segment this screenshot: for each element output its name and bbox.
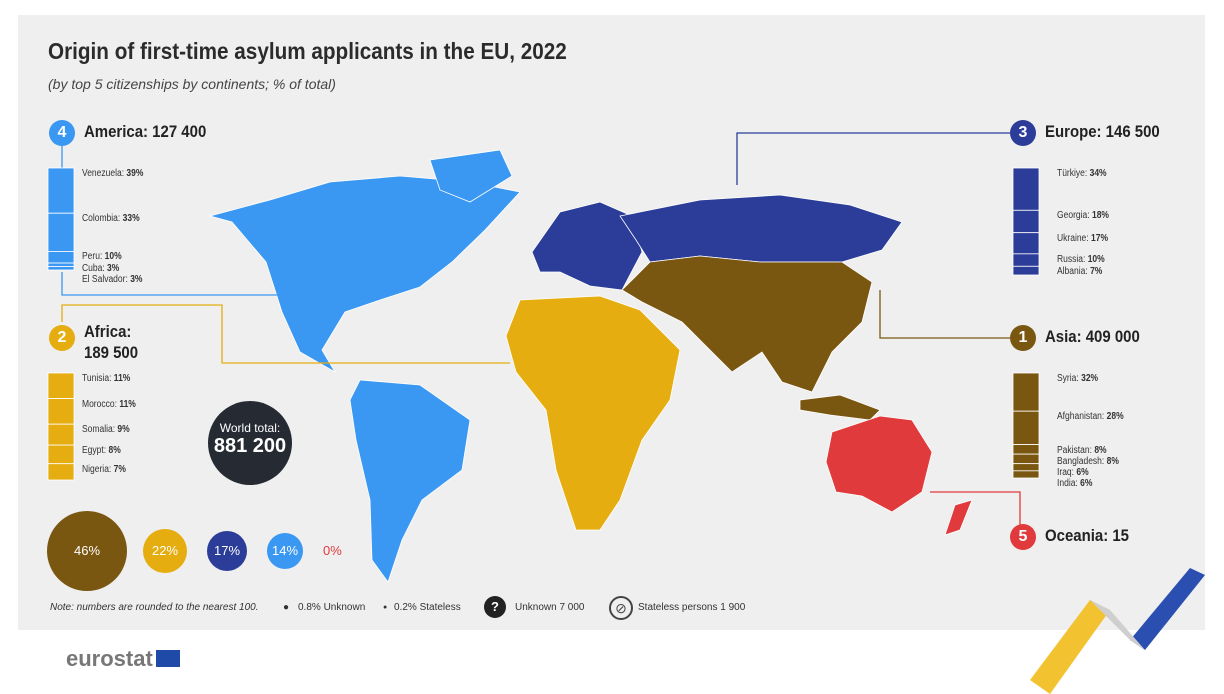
africa-connector — [61, 304, 510, 364]
share-bubble-africa: 22% — [143, 529, 187, 573]
unknown-pct-legend: 0.8% Unknown — [298, 602, 366, 613]
decorative-stripes — [1030, 568, 1205, 694]
country-label: Colombia: 33% — [82, 213, 140, 225]
question-icon: ? — [484, 596, 506, 618]
country-label: Venezuela: 39% — [82, 168, 144, 179]
share-oceania: 0% — [323, 543, 342, 558]
map-south-america — [349, 379, 471, 583]
map-indonesia — [799, 394, 881, 421]
bar-segment-europe — [1012, 265, 1040, 276]
country-label: Ukraine: 17% — [1057, 232, 1109, 244]
share-bubble-europe: 17% — [207, 531, 247, 571]
country-label: Nigeria: 7% — [82, 463, 126, 475]
stateless-pct-legend: 0.2% Stateless — [394, 602, 461, 613]
country-label: Afghanistan: 28% — [1057, 411, 1124, 423]
bar-segment-america — [47, 262, 75, 267]
unknown-legend: Unknown 7 000 — [515, 602, 585, 613]
bar-segment-asia — [1012, 410, 1040, 445]
bar-segment-america — [47, 212, 75, 252]
country-label: Tunisia: 11% — [82, 373, 131, 384]
bar-segment-asia — [1012, 463, 1040, 472]
bar-segment-asia — [1012, 444, 1040, 455]
stateless-legend: Stateless persons 1 900 — [638, 602, 746, 613]
country-label: Albania: 7% — [1057, 266, 1103, 278]
asia-connector — [879, 290, 1010, 339]
map-north-america — [208, 175, 521, 374]
map-greenland — [429, 149, 513, 203]
bar-segment-africa — [47, 444, 75, 465]
dot-small-icon: ● — [383, 604, 388, 611]
asia-heading: Asia: 409 000 — [1045, 327, 1140, 346]
country-label: Türkiye: 34% — [1057, 168, 1107, 179]
country-label: Georgia: 18% — [1057, 210, 1109, 222]
country-label: Pakistan: 8% — [1057, 444, 1107, 456]
country-label: Egypt: 8% — [82, 445, 121, 457]
country-label: Somalia: 9% — [82, 424, 130, 436]
country-label: El Salvador: 3% — [82, 274, 143, 286]
rank-badge-oceania: 5 — [1010, 524, 1036, 550]
map-africa — [505, 295, 681, 531]
africa-value: 189 500 — [84, 343, 139, 362]
country-label: Iraq: 6% — [1057, 466, 1089, 478]
country-label: Morocco: 11% — [82, 398, 136, 410]
map-russia — [619, 194, 903, 263]
rank-badge-asia: 1 — [1010, 325, 1036, 351]
eurostat-logo: eurostat — [66, 646, 180, 672]
footnote: Note: numbers are rounded to the nearest… — [50, 602, 259, 613]
oceania-heading: Oceania: 15 — [1045, 526, 1129, 545]
america-heading: America: 127 400 — [84, 122, 207, 141]
oceania-connector — [930, 491, 1021, 525]
map-new-zealand — [944, 499, 973, 536]
country-label: Peru: 10% — [82, 251, 122, 263]
bar-segment-europe — [1012, 209, 1040, 234]
bar-segment-america — [47, 167, 75, 214]
bar-segment-europe — [1012, 253, 1040, 267]
africa-heading: Africa: — [84, 322, 132, 341]
bar-segment-asia — [1012, 453, 1040, 465]
country-label: India: 6% — [1057, 477, 1093, 489]
map-europe — [531, 201, 643, 291]
country-label: Cuba: 3% — [82, 263, 120, 275]
bar-segment-asia — [1012, 470, 1040, 479]
share-bubble-america: 14% — [267, 533, 303, 569]
map-australia — [825, 415, 933, 513]
bar-segment-africa — [47, 463, 75, 481]
country-label: Syria: 32% — [1057, 373, 1099, 384]
page-title: Origin of first-time asylum applicants i… — [48, 38, 567, 64]
bar-segment-africa — [47, 398, 75, 425]
world-total-label: World total: — [219, 421, 281, 435]
europe-heading: Europe: 146 500 — [1045, 122, 1160, 141]
rank-badge-africa: 2 — [49, 325, 75, 351]
country-label: Bangladesh: 8% — [1057, 455, 1119, 467]
dot-large-icon: ● — [283, 602, 290, 613]
page-subtitle: (by top 5 citizenships by continents; % … — [48, 76, 336, 92]
world-total-badge: World total: 881 200 — [208, 401, 292, 485]
bar-segment-asia — [1012, 372, 1040, 412]
bar-segment-europe — [1012, 167, 1040, 211]
stateless-icon: ⊘ — [609, 596, 633, 620]
europe-connector — [736, 132, 1010, 185]
country-label: Russia: 10% — [1057, 253, 1105, 265]
bar-segment-africa — [47, 423, 75, 446]
rank-badge-europe: 3 — [1010, 120, 1036, 146]
rank-badge-america: 4 — [49, 120, 75, 146]
share-bubble-asia: 46% — [47, 511, 127, 591]
world-total-value: 881 200 — [213, 435, 287, 457]
bar-segment-america — [47, 251, 75, 264]
map-asia — [621, 255, 873, 393]
bar-segment-africa — [47, 372, 75, 399]
bar-segment-america — [47, 266, 75, 271]
bar-segment-europe — [1012, 232, 1040, 255]
